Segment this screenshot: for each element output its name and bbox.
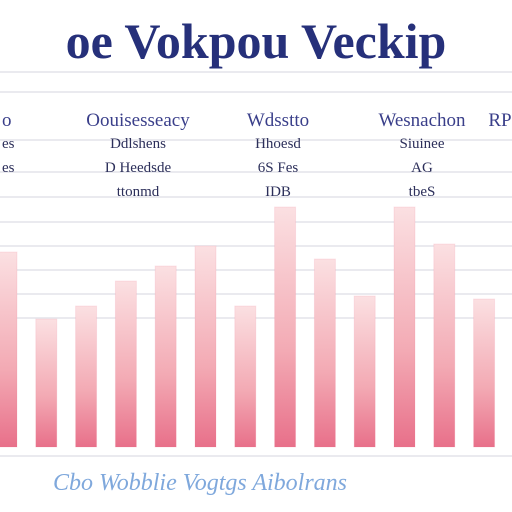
bar: [154, 265, 177, 448]
column-line: es: [2, 136, 15, 152]
column-line: Siuinee: [400, 136, 445, 152]
column-line: es: [2, 160, 15, 176]
bar: [194, 245, 217, 448]
footer: Cbo Wobblie Vogtgs Aibolrans: [53, 470, 347, 496]
column-title: Wdsstto: [247, 110, 309, 131]
bar: [353, 295, 376, 448]
column-line: IDB: [265, 184, 291, 200]
column-title: o: [2, 110, 12, 131]
column-line: Hhoesd: [255, 136, 301, 152]
column-title: Wesnachon: [378, 110, 466, 131]
bar: [274, 206, 297, 448]
bar: [0, 251, 18, 448]
column-line: 6S Fes: [258, 160, 299, 176]
column-line: D Heedsde: [105, 160, 172, 176]
bar: [234, 305, 257, 448]
bar: [433, 243, 456, 448]
column-title: Oouisesseacy: [86, 110, 190, 131]
bar: [35, 318, 58, 448]
column-line: ttonmd: [117, 184, 160, 200]
column-title: RP: [488, 110, 511, 131]
bar: [473, 298, 496, 448]
column-line: tbeS: [409, 184, 436, 200]
column-line: AG: [411, 160, 433, 176]
rules: [0, 71, 512, 457]
bar: [114, 280, 137, 448]
bar: [75, 305, 98, 448]
bar: [393, 206, 416, 448]
column-line: Ddlshens: [110, 136, 166, 152]
chart-title: oe Vokpou Veckip: [66, 13, 447, 69]
bar: [313, 258, 336, 448]
